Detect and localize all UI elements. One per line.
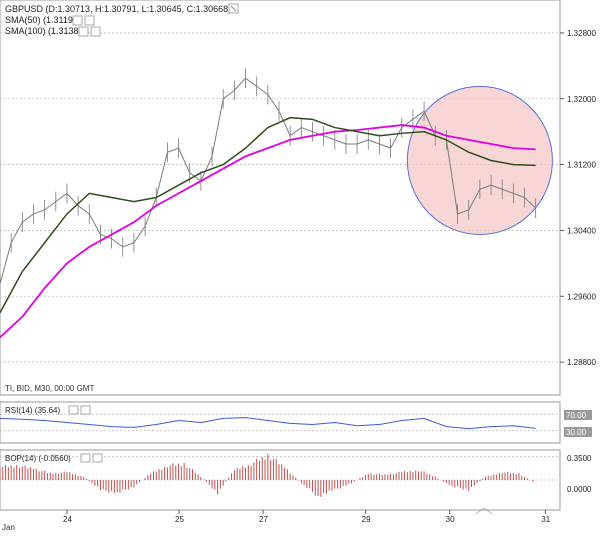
bop-level-000: 0.0000 [567,485,592,494]
bop-close-button[interactable] [92,453,103,463]
bop-level-035: 0.3500 [567,454,592,463]
rsi-close-button[interactable] [80,405,91,415]
x-tick-label: 30 [446,515,455,524]
x-tick-label: 27 [259,515,268,524]
sma50-line [0,116,536,314]
bop-settings-button[interactable] [80,453,91,463]
x-ticks: 24 25 27 29 30 31 [63,510,551,524]
sma100-series [0,124,536,339]
main-y-axis: 1.32800 1.32000 1.31200 1.30400 1.29600 1.288… [560,29,596,367]
panel-controls [72,3,239,37]
main-y-tick-label: 1.30400 [567,226,596,235]
main-y-tick-label: 1.32800 [567,29,596,38]
sma50-settings-button[interactable] [72,15,83,26]
highlight-ellipse [406,85,553,236]
bop-panel: BOP(14) (-0.0560) 0.3500 0.0000 [0,449,592,515]
sma100-line [0,124,536,339]
sma100-label: SMA(100) (1.31385) [5,26,87,36]
sma100-settings-button[interactable] [78,26,89,37]
sma50-label: SMA(50) (1.31195) [5,15,81,25]
rsi-level-70: 70.00 [566,411,587,420]
highlight-ellipse-shape [406,85,553,236]
x-tick-label: 29 [362,515,371,524]
scroll-marker-icon[interactable] [475,507,493,515]
sma50-series [0,116,536,314]
main-y-tick-label: 1.31200 [567,161,596,170]
main-panel-frame [0,0,561,396]
rsi-level-70-box [564,410,592,420]
bop-histogram [0,453,534,497]
main-price-panel: 1.32800 1.32000 1.31200 1.30400 1.29600 1.288… [0,0,596,396]
bop-title: BOP(14) (-0.0560) [5,454,71,463]
rsi-level-30: 30.00 [566,428,587,437]
rsi-line [0,417,536,430]
rsi-series [0,417,536,430]
sma50-close-button[interactable] [84,15,95,26]
maximize-icon [230,5,237,12]
rsi-level-30-box [564,427,592,437]
rsi-settings-button[interactable] [68,405,79,415]
rsi-title: RSI(14) (35.64) [5,406,60,415]
main-title: GBPUSD (D:1.30713, H:1.30791, L:1.30645,… [5,4,231,14]
main-y-tick-label: 1.29600 [567,292,596,301]
x-tick-label: 24 [63,515,72,524]
rsi-panel: RSI(14) (35.64) 70.00 30.00 [0,401,592,444]
x-axis: 24 25 27 29 30 31 Jan [0,509,560,532]
rsi-panel-frame [0,401,561,444]
instrument-footer: TI, BID, M30, 00:00 GMT [5,384,94,393]
x-tick-label: 31 [541,515,550,524]
x-tick-label: 25 [175,515,184,524]
sma100-close-button[interactable] [90,26,101,37]
x-axis-month: Jan [2,523,15,532]
main-y-tick-label: 1.28800 [567,358,596,367]
main-y-tick-label: 1.32000 [567,95,596,104]
rsi-grid [0,413,560,432]
